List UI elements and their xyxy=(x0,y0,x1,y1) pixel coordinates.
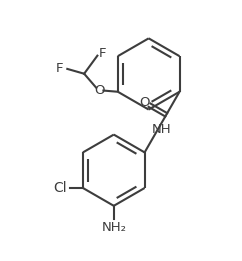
Text: O: O xyxy=(139,96,150,109)
Text: NH₂: NH₂ xyxy=(101,221,126,234)
Text: F: F xyxy=(56,62,64,75)
Text: O: O xyxy=(95,84,105,97)
Text: Cl: Cl xyxy=(54,181,67,195)
Text: F: F xyxy=(98,47,106,60)
Text: NH: NH xyxy=(152,123,172,136)
